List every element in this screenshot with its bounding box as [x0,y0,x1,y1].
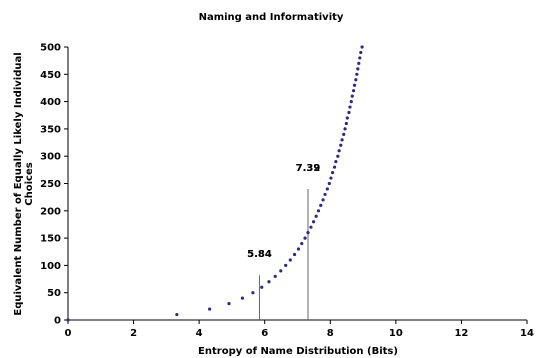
data-point [279,269,283,273]
data-point [267,280,271,284]
y-tick-label: 350 [40,124,61,135]
data-point [296,247,301,251]
data-point [316,209,321,213]
data-point [303,236,307,240]
data-point [300,241,304,246]
y-tick-label: 150 [40,234,61,245]
data-point [357,61,361,65]
data-point [327,181,331,186]
data-point [208,307,212,311]
data-point [350,94,354,98]
y-tick-label: 0 [54,316,61,327]
y-tick-label: 100 [40,261,61,272]
y-axis-label-line-2: Choices [24,162,35,205]
y-tick-label: 300 [40,152,61,163]
x-tick-label: 0 [65,328,72,339]
x-tick-label: 14 [520,328,534,339]
data-point [340,138,344,142]
data-point [359,50,363,55]
x-tick-label: 12 [454,328,468,339]
x-tick-label: 6 [261,328,268,339]
data-point [227,302,231,306]
data-point [358,56,362,60]
data-point [332,165,337,169]
y-tick-label: 50 [47,288,61,299]
y-ticks: 0 50 100 150 200 250 300 350 400 450 500 [40,43,68,327]
y-axis-label: Equivalent Number of Equally Likely Indi… [13,52,35,315]
data-point [273,274,277,278]
data-point [356,67,360,71]
data-point [344,121,348,126]
y-tick-label: 450 [40,70,61,81]
x-tick-label: 2 [130,328,137,339]
data-point [292,252,297,257]
data-point [309,225,313,229]
data-point [311,220,316,224]
data-points [66,45,364,322]
reference-label-overlap: 7.32 [296,163,321,174]
data-point [355,72,359,76]
y-tick-label: 200 [40,206,61,217]
data-point [175,312,179,317]
data-point [321,198,325,202]
data-point [240,296,245,300]
x-ticks: 0 2 4 6 8 10 12 14 [65,320,534,339]
reference-label-overlap: 5.84 [247,249,272,260]
y-tick-label: 500 [40,43,61,54]
data-point [342,132,346,136]
data-point [360,45,364,49]
data-point [348,105,352,109]
data-point [334,160,338,164]
data-point [337,149,341,153]
chart-title: Naming and Informativity [199,12,344,23]
y-tick-label: 250 [40,179,61,190]
data-point [66,318,70,322]
data-point [306,231,310,235]
data-point [329,176,333,180]
data-point [260,285,264,289]
data-point [347,110,351,115]
reference-lines: 5.845.847.397.32 [247,163,320,320]
x-tick-label: 10 [389,328,403,339]
x-tick-label: 8 [327,328,334,339]
x-tick-label: 4 [196,328,203,339]
reference-label: 5.84 [247,249,272,260]
data-point [351,89,356,93]
data-point [323,192,327,197]
data-point [330,170,335,175]
data-point [314,214,318,218]
data-point [284,263,288,267]
data-point [352,83,357,87]
data-point [251,291,255,295]
y-axis-label-line-1: Equivalent Number of Equally Likely Indi… [13,52,24,315]
data-point [343,127,347,131]
data-point [325,187,329,191]
y-tick-label: 400 [40,97,61,108]
data-point [319,203,323,207]
data-point [345,116,349,120]
data-point [349,100,353,104]
reference-label: 7.39 [296,163,321,174]
data-point [339,143,343,147]
data-point [336,154,340,158]
x-axis-label: Entropy of Name Distribution (Bits) [198,346,398,357]
data-point [354,78,358,82]
data-point [288,258,292,262]
